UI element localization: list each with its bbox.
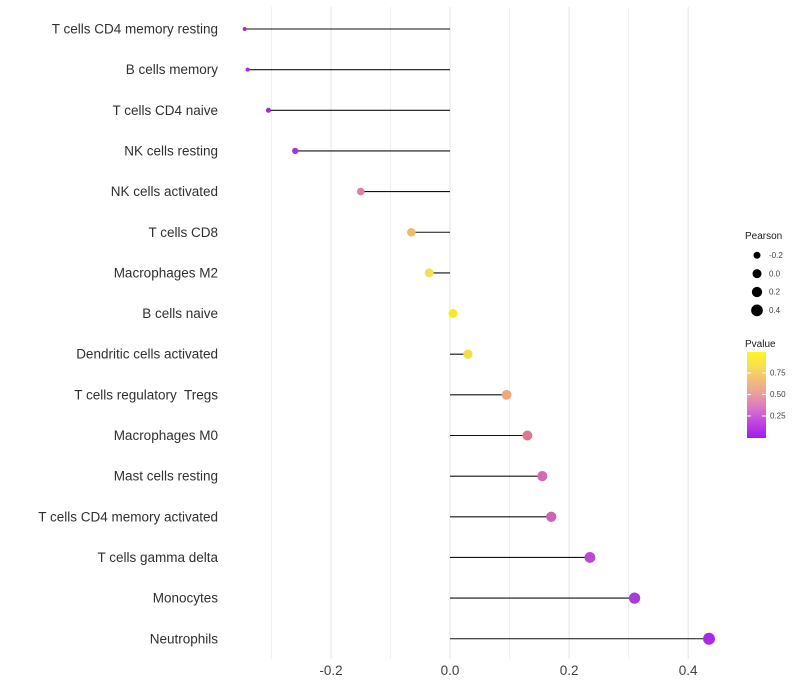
- y-axis-label: T cells gamma delta: [97, 550, 218, 565]
- lollipop-dot: [245, 67, 250, 72]
- lollipop-dot: [407, 227, 416, 237]
- x-tick-label: 0.2: [560, 663, 579, 678]
- rows-layer: T cells CD4 memory resting B cells memory…: [38, 22, 715, 646]
- lollipop-dot: [628, 592, 641, 604]
- legend-size-label: 0.4: [769, 306, 781, 315]
- legend-color-tick-label: 0.50: [770, 390, 786, 399]
- legend-color-tick-label: 0.75: [770, 369, 786, 378]
- lollipop-dot: [702, 632, 715, 645]
- lollipop-dot: [265, 107, 271, 113]
- y-axis-label: T cells CD4 memory activated: [38, 509, 218, 524]
- lollipop-dot: [584, 552, 596, 563]
- y-axis-label: Mast cells resting: [114, 469, 218, 484]
- lollipop-dot: [546, 511, 557, 522]
- lollipop-dot: [448, 309, 458, 319]
- legend-color-tick-mark: [762, 393, 766, 396]
- legend-size-label: -0.2: [769, 251, 783, 260]
- y-axis-label: Dendritic cells activated: [76, 347, 218, 362]
- legend-size-label: 0.2: [769, 288, 781, 297]
- legend-size-dot: [753, 251, 761, 259]
- legend-color-tick-mark: [762, 415, 766, 417]
- legend-color-gradient-bar: [747, 352, 766, 438]
- y-axis-label: T cells regulatory Tregs: [74, 387, 218, 402]
- lollipop-dot: [356, 187, 365, 196]
- gridlines-layer: [270, 7, 689, 659]
- lollipop-dot: [292, 147, 299, 155]
- y-axis-label: B cells memory: [126, 62, 219, 77]
- legend-color-tick-mark: [747, 372, 751, 374]
- legend-pearson: Pearson -0.2 0.0 0.2 0.4: [745, 231, 783, 317]
- y-axis-label: NK cells resting: [124, 143, 218, 158]
- lollipop-dot: [242, 27, 247, 31]
- legend-size-title: Pearson: [745, 231, 782, 242]
- y-axis-label: Macrophages M2: [114, 265, 218, 280]
- x-tick-label: 0.0: [441, 663, 460, 678]
- y-axis-label: NK cells activated: [111, 184, 218, 199]
- x-axis-labels: -0.2 0.0 0.2 0.4: [319, 663, 698, 678]
- legend-color-title: Pvalue: [745, 339, 776, 350]
- y-axis-label: B cells naive: [142, 306, 218, 321]
- legend-size-label: 0.0: [769, 269, 781, 278]
- lollipop-dot: [522, 430, 533, 441]
- x-tick-label: -0.2: [319, 663, 342, 678]
- y-axis-label: Monocytes: [153, 591, 219, 606]
- lollipop-dot: [463, 349, 473, 359]
- legend-color-tick-mark: [747, 393, 751, 396]
- legend-color-tick-mark: [762, 372, 766, 374]
- y-axis-label: Macrophages M0: [114, 428, 218, 443]
- legend-size-dot: [751, 304, 763, 317]
- legend-pvalue: Pvalue 0.75 0.50 0.25: [745, 339, 786, 438]
- y-axis-label: Neutrophils: [150, 631, 219, 646]
- legend-color-tick-mark: [747, 415, 751, 417]
- y-axis-label: T cells CD4 naive: [112, 103, 218, 118]
- y-axis-label: T cells CD8: [148, 225, 218, 240]
- legend-color-tick-label: 0.25: [770, 412, 786, 421]
- x-tick-label: 0.4: [679, 663, 698, 678]
- legend-size-dot: [751, 286, 763, 298]
- lollipop-dot: [424, 268, 434, 278]
- lollipop-dot: [501, 389, 512, 400]
- lollipop-dot: [537, 471, 548, 482]
- legend-size-dot: [752, 269, 762, 279]
- y-axis-label: T cells CD4 memory resting: [52, 22, 218, 37]
